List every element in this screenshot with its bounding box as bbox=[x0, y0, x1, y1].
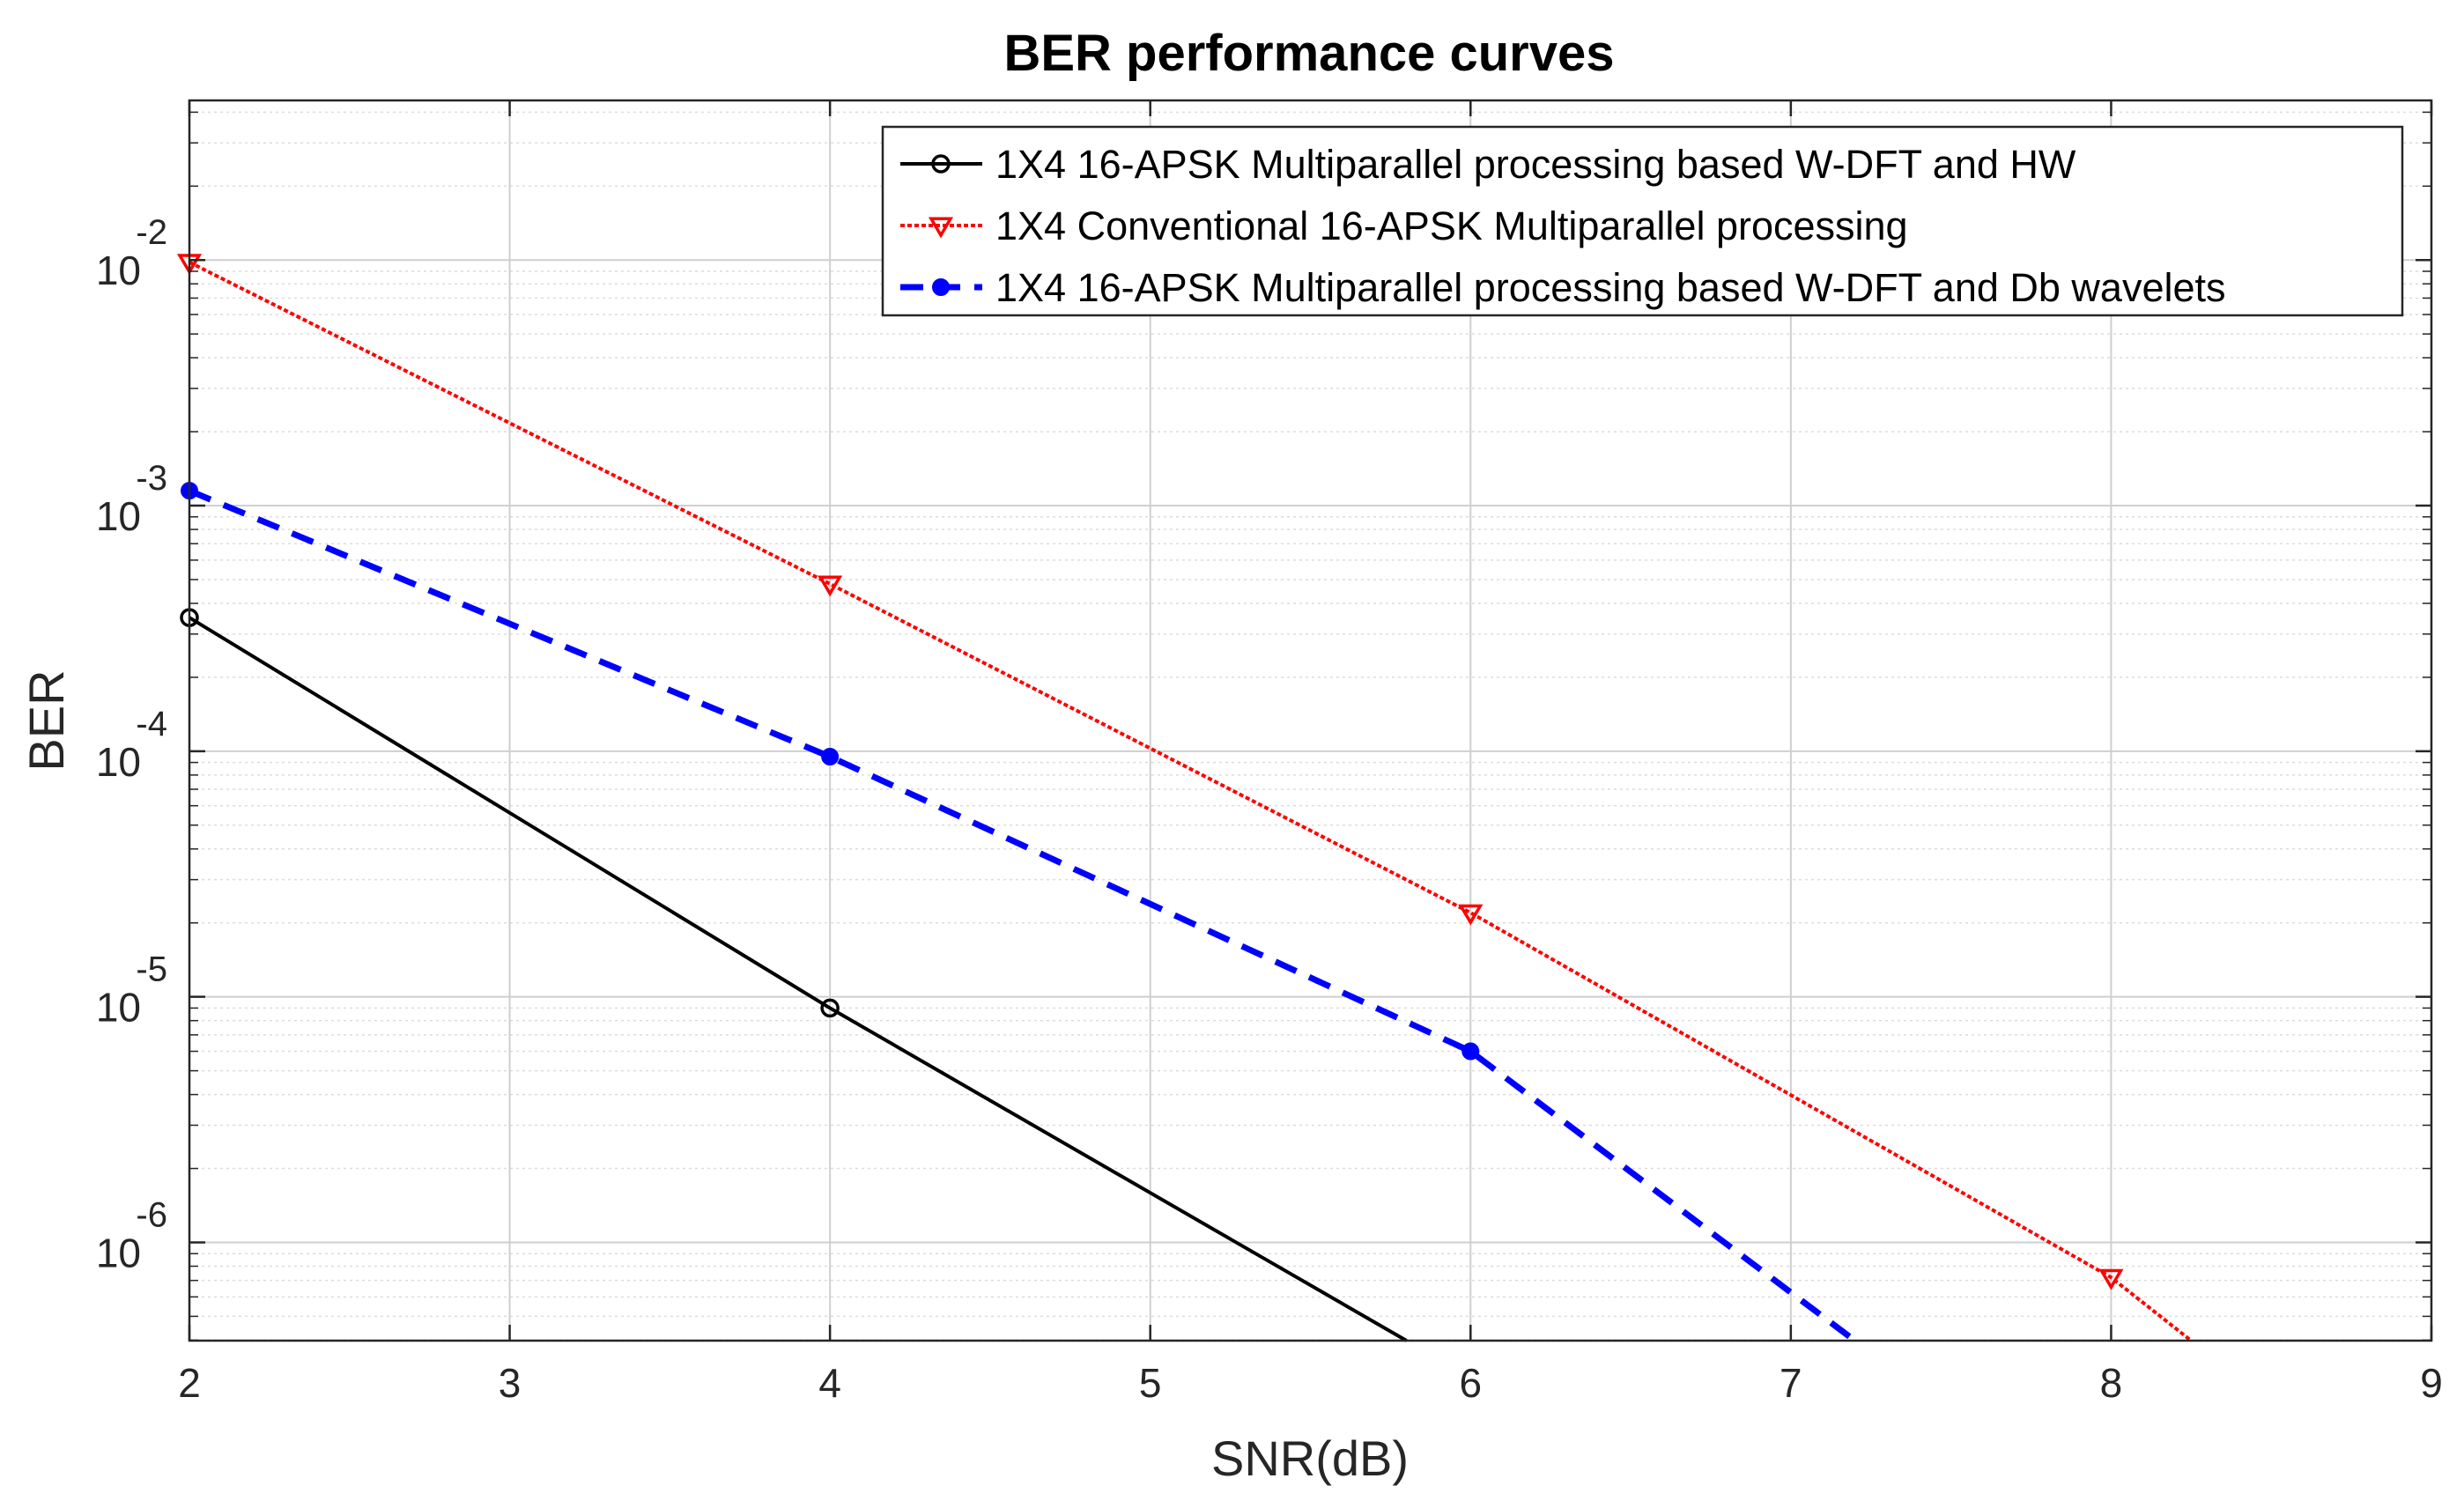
plot-frame bbox=[188, 99, 2433, 1342]
series-line bbox=[188, 616, 1408, 1342]
y-tick-label-base: 10 bbox=[96, 985, 141, 1031]
circle-marker bbox=[931, 154, 951, 174]
triangle-marker bbox=[928, 217, 954, 239]
dot-marker bbox=[1461, 1042, 1480, 1061]
legend-entries: 1X4 16-APSK Multiparallel processing bas… bbox=[900, 142, 2226, 310]
chart-title: BER performance curves bbox=[1003, 25, 1614, 82]
series-line bbox=[188, 487, 1857, 1343]
legend-label: 1X4 Conventional 16-APSK Multiparallel p… bbox=[995, 203, 1908, 248]
x-tick-label: 4 bbox=[818, 1360, 841, 1406]
legend-box bbox=[881, 125, 2404, 317]
y-tick-labels: 10-210-310-410-510-6 bbox=[96, 213, 167, 1275]
x-tick-label: 5 bbox=[1139, 1360, 1162, 1406]
y-tick-label-exponent: -5 bbox=[136, 950, 167, 989]
x-tick-labels: 2 3 4 5 6 7 8 9 bbox=[178, 1360, 2443, 1406]
y-tick-label-exponent: -4 bbox=[136, 705, 167, 743]
axis-ticks bbox=[188, 100, 2433, 1342]
y-tick-label-base: 10 bbox=[96, 493, 141, 539]
series-layer bbox=[176, 254, 2193, 1343]
x-tick-label: 6 bbox=[1459, 1360, 1482, 1406]
y-tick-label-base: 10 bbox=[96, 248, 141, 293]
x-axis-label: SNR(dB) bbox=[1211, 1430, 1409, 1486]
legend-label: 1X4 16-APSK Multiparallel processing bas… bbox=[995, 265, 2226, 310]
y-axis-label: BER bbox=[18, 669, 74, 771]
y-tick-label-base: 10 bbox=[96, 1230, 141, 1275]
circle-marker bbox=[820, 998, 840, 1018]
legend-label: 1X4 16-APSK Multiparallel processing bas… bbox=[995, 142, 2076, 187]
series-line bbox=[189, 260, 2193, 1342]
triangle-marker bbox=[818, 575, 843, 597]
x-tick-label: 2 bbox=[178, 1360, 201, 1406]
x-tick-label: 9 bbox=[2420, 1360, 2443, 1406]
legend: 1X4 16-APSK Multiparallel processing bas… bbox=[881, 125, 2404, 317]
dot-marker bbox=[821, 748, 840, 766]
x-tick-label: 7 bbox=[1780, 1360, 1802, 1406]
y-tick-label-exponent: -3 bbox=[136, 459, 167, 498]
triangle-marker bbox=[2098, 1268, 2124, 1290]
y-tick-label-base: 10 bbox=[96, 739, 141, 785]
triangle-marker bbox=[1458, 904, 1484, 926]
y-tick-label-exponent: -6 bbox=[136, 1195, 167, 1234]
x-tick-label: 3 bbox=[499, 1360, 522, 1406]
y-tick-label-exponent: -2 bbox=[136, 213, 167, 252]
dot-marker bbox=[932, 278, 950, 296]
x-tick-label: 8 bbox=[2100, 1360, 2123, 1406]
